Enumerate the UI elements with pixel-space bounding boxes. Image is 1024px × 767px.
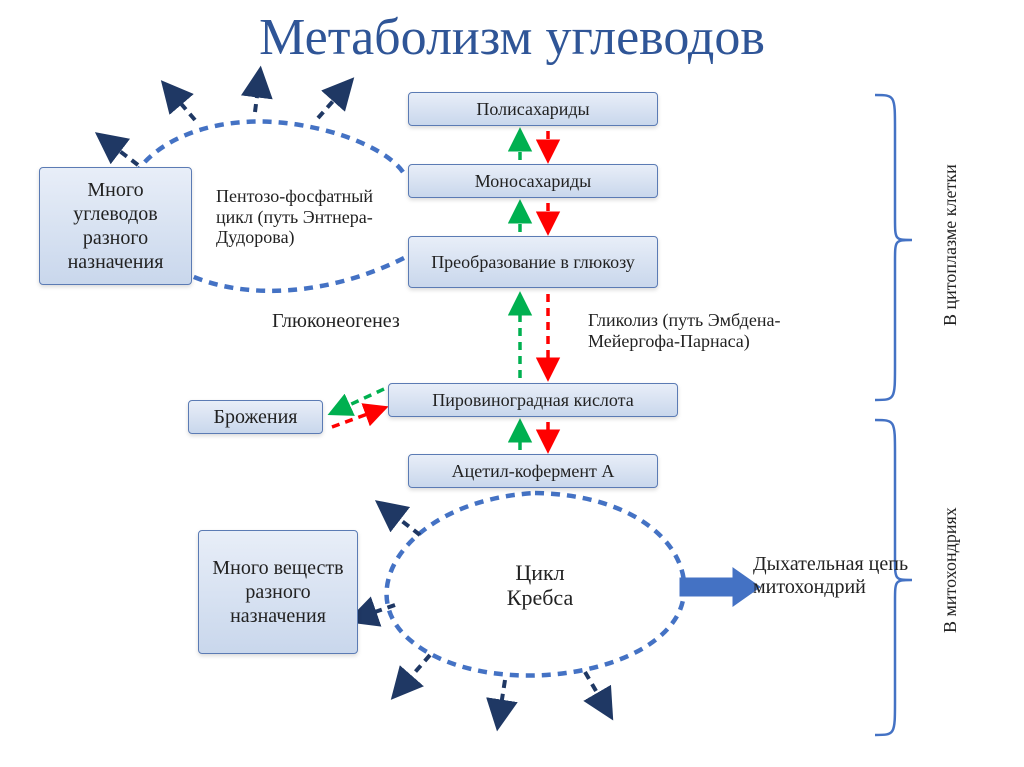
node-label: Пировиноградная кислота bbox=[432, 390, 634, 411]
node-label: Преобразование в глюкозу bbox=[431, 252, 635, 273]
node-pyruvate: Пировиноградная кислота bbox=[388, 383, 678, 417]
node-fermentation: Брожения bbox=[188, 400, 323, 434]
side-label-cytoplasm: В цитоплазме клетки bbox=[940, 115, 961, 375]
braces bbox=[875, 95, 912, 735]
node-many-carbohydrates: Много углеводов разного назначения bbox=[39, 167, 192, 285]
node-label: Много веществ разного назначения bbox=[207, 556, 349, 628]
solid-arrow-resp bbox=[680, 568, 760, 606]
side-label-mitochondria: В митохондриях bbox=[940, 440, 961, 700]
node-label: Много углеводов разного назначения bbox=[48, 178, 183, 274]
node-polysaccharides: Полисахариды bbox=[408, 92, 658, 126]
label-respiratory-chain: Дыхательная цепь митохондрий bbox=[753, 553, 913, 599]
krebs-radiate bbox=[352, 504, 610, 725]
page-title: Метаболизм углеводов bbox=[0, 8, 1024, 67]
node-many-substances: Много веществ разного назначения bbox=[198, 530, 358, 654]
label-glycolysis: Гликолиз (путь Эмбдена-Мейергофа-Парнаса… bbox=[588, 310, 838, 351]
label-gluconeogenesis: Глюконеогенез bbox=[272, 310, 400, 333]
node-label: Ацетил-кофермент А bbox=[452, 461, 615, 482]
label-pentose-phosphate: Пентозо-фосфатный цикл (путь Энтнера-Дуд… bbox=[216, 186, 406, 248]
node-label: Брожения bbox=[213, 406, 297, 429]
node-label: Моносахариды bbox=[475, 171, 591, 192]
node-label: Полисахариды bbox=[476, 99, 589, 120]
node-monosaccharides: Моносахариды bbox=[408, 164, 658, 198]
node-acetyl-coa: Ацетил-кофермент А bbox=[408, 454, 658, 488]
upper-radiate bbox=[100, 72, 350, 165]
node-glucose-conversion: Преобразование в глюкозу bbox=[408, 236, 658, 288]
label-krebs-cycle: Цикл Кребса bbox=[495, 560, 585, 611]
